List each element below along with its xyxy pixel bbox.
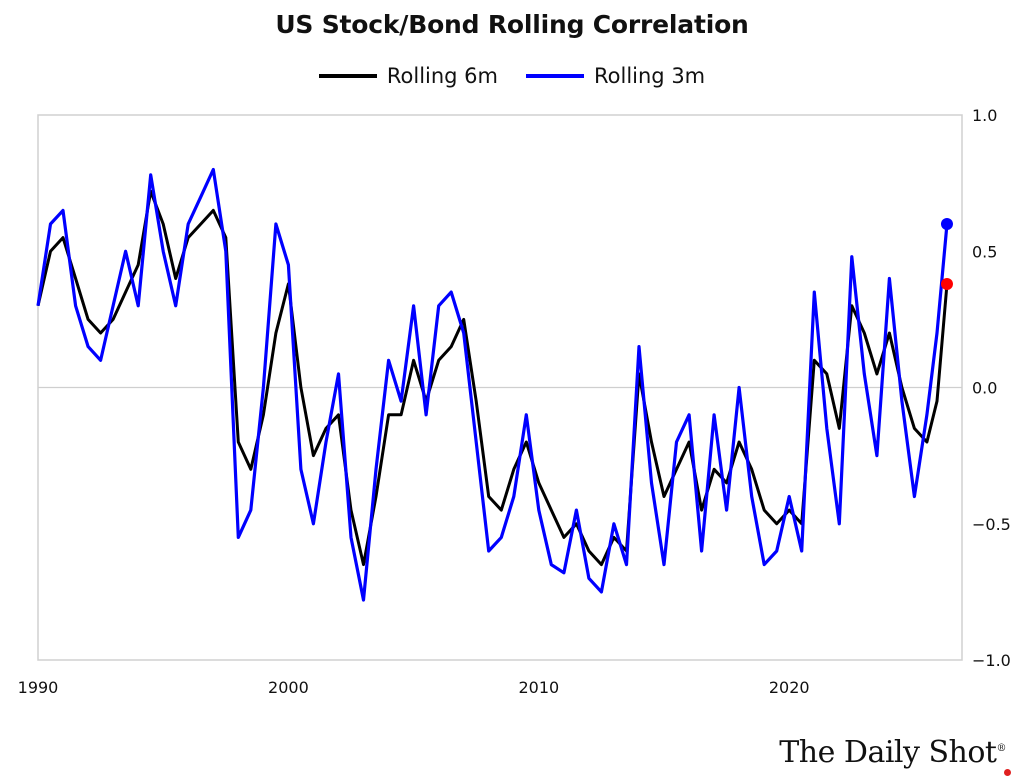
legend-item-rolling-3m: Rolling 3m: [526, 64, 705, 88]
brand-name: The Daily Shot: [779, 735, 997, 770]
chart-title: US Stock/Bond Rolling Correlation: [275, 10, 749, 39]
legend-swatch-rolling-6m: [318, 74, 377, 78]
legend-label-rolling-6m: Rolling 6m: [386, 64, 498, 88]
brand-logo: The Daily Shot®: [779, 735, 1006, 770]
y-tick-label-neg0-5: −0.5: [972, 515, 1011, 534]
y-tick-label-0-0: 0.0: [972, 379, 997, 398]
x-tick-label-2000: 2000: [268, 678, 309, 697]
y-tick-label-0-5: 0.5: [972, 242, 997, 261]
series-end-marker-rolling-6m: [940, 277, 953, 290]
legend-label-rolling-3m: Rolling 3m: [594, 64, 706, 88]
brand-dot: [1004, 769, 1011, 776]
chart-legend: Rolling 6m Rolling 3m: [0, 64, 1024, 88]
y-axis: 1.0 0.5 0.0 −0.5 −1.0: [972, 106, 1011, 670]
x-axis: 1990 2000 2010 2020: [18, 678, 810, 697]
series-line-rolling-6m: [36, 189, 949, 567]
y-tick-label-neg1-0: −1.0: [972, 651, 1011, 670]
y-tick-label-1-0: 1.0: [972, 106, 997, 125]
series-line-rolling-3m: [36, 167, 949, 602]
x-tick-label-2010: 2010: [518, 678, 559, 697]
x-tick-label-2020: 2020: [769, 678, 810, 697]
legend-swatch-rolling-3m: [526, 74, 584, 78]
x-tick-label-1990: 1990: [18, 678, 59, 697]
series-layer: [36, 167, 953, 602]
legend-item-rolling-6m: Rolling 6m: [318, 64, 498, 88]
brand-registered-mark: ®: [996, 743, 1007, 754]
series-end-marker-rolling-3m: [940, 218, 953, 230]
